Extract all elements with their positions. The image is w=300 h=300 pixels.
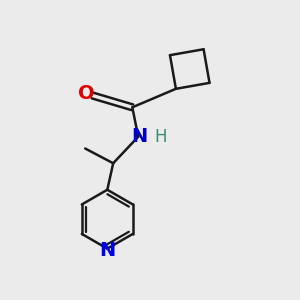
Text: N: N bbox=[99, 242, 116, 260]
Text: N: N bbox=[132, 127, 148, 146]
Text: O: O bbox=[78, 84, 94, 103]
Text: H: H bbox=[154, 128, 167, 146]
